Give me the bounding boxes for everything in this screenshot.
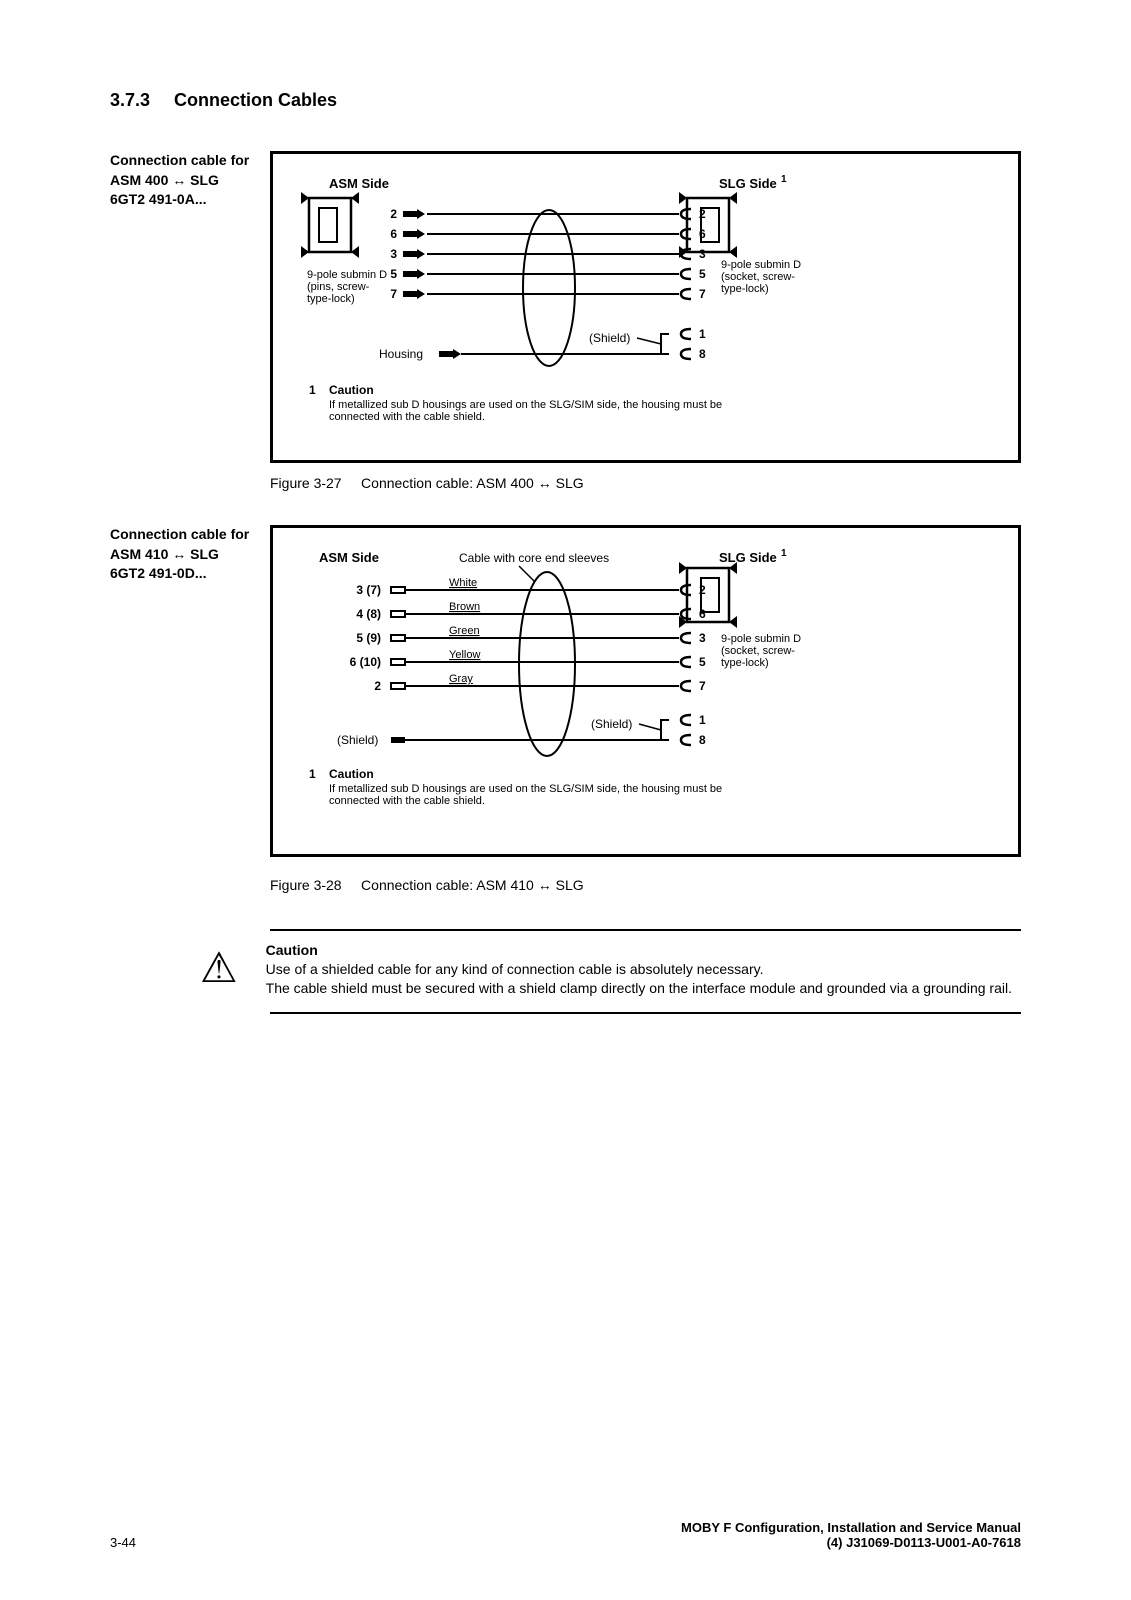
section-title: Connection Cables <box>174 90 337 111</box>
section-number: 3.7.3 <box>110 90 150 111</box>
svg-text:Yellow: Yellow <box>449 649 480 661</box>
figure-3-27-box: ASM SideSLG Side19-pole submin D(pins, s… <box>270 151 1021 463</box>
page: 3.7.3 Connection Cables Connection cable… <box>0 0 1131 1600</box>
svg-text:type-lock): type-lock) <box>721 657 769 669</box>
caution-line: The cable shield must be secured with a … <box>266 979 1012 998</box>
svg-text:ASM Side: ASM Side <box>329 176 389 191</box>
svg-text:6: 6 <box>699 227 706 241</box>
caution-line: Use of a shielded cable for any kind of … <box>266 960 1012 979</box>
side-label-line: Connection cable for <box>110 525 270 545</box>
figure-caption-text: Connection cable: ASM 410 ↔ SLG <box>361 877 584 893</box>
side-label-line: ASM 400 ↔ SLG <box>110 171 270 191</box>
svg-text:SLG Side: SLG Side <box>719 176 777 191</box>
svg-text:1: 1 <box>309 767 316 781</box>
svg-text:type-lock): type-lock) <box>307 293 355 305</box>
diagram-asm410-slg: ASM Side Cable with core end sleeves SLG S… <box>289 542 849 842</box>
side-label-line: Connection cable for <box>110 151 270 171</box>
diagram-asm400-slg: ASM SideSLG Side19-pole submin D(pins, s… <box>289 168 849 448</box>
svg-text:1: 1 <box>699 713 706 727</box>
svg-text:6: 6 <box>699 607 706 621</box>
svg-text:Caution: Caution <box>329 383 374 397</box>
svg-text:8: 8 <box>699 733 706 747</box>
svg-text:5: 5 <box>699 267 706 281</box>
side-label-line: ASM 410 ↔ SLG <box>110 545 270 565</box>
svg-text:7: 7 <box>699 679 706 693</box>
section-heading: 3.7.3 Connection Cables <box>110 90 1021 111</box>
svg-text:type-lock): type-lock) <box>721 283 769 295</box>
svg-text:3: 3 <box>699 631 706 645</box>
svg-text:(socket, screw-: (socket, screw- <box>721 271 795 283</box>
block-2: Connection cable for ASM 410 ↔ SLG 6GT2 … <box>110 525 1021 893</box>
svg-text:5: 5 <box>699 655 706 669</box>
svg-text:(socket, screw-: (socket, screw- <box>721 645 795 657</box>
svg-text:Cable with core end sleeves: Cable with core end sleeves <box>459 551 609 565</box>
svg-text:SLG Side: SLG Side <box>719 550 777 565</box>
figure-3-27-caption: Figure 3-27 Connection cable: ASM 400 ↔ … <box>270 475 1021 491</box>
svg-text:3: 3 <box>390 247 397 261</box>
svg-text:Gray: Gray <box>449 673 473 685</box>
svg-text:9-pole submin D: 9-pole submin D <box>307 269 387 281</box>
svg-text:2: 2 <box>699 207 706 221</box>
svg-text:2: 2 <box>390 207 397 221</box>
manual-title: MOBY F Configuration, Installation and S… <box>681 1520 1021 1535</box>
svg-text:(Shield): (Shield) <box>591 717 632 731</box>
side-label-line: 6GT2 491-0A... <box>110 190 270 210</box>
svg-text:9-pole submin D: 9-pole submin D <box>721 633 801 645</box>
svg-text:White: White <box>449 577 477 589</box>
svg-text:9-pole submin D: 9-pole submin D <box>721 259 801 271</box>
svg-text:7: 7 <box>390 287 397 301</box>
svg-text:ASM Side: ASM Side <box>319 550 379 565</box>
svg-text:1: 1 <box>699 327 706 341</box>
side-label-line: 6GT2 491-0D... <box>110 564 270 584</box>
warning-triangle-icon: ⚠ <box>200 947 238 998</box>
svg-text:(Shield): (Shield) <box>589 331 630 345</box>
block-1-side-label: Connection cable for ASM 400 ↔ SLG 6GT2 … <box>110 151 270 210</box>
block-2-side-label: Connection cable for ASM 410 ↔ SLG 6GT2 … <box>110 525 270 584</box>
svg-text:Caution: Caution <box>329 767 374 781</box>
caution-rule-top <box>270 929 1021 931</box>
svg-text:6: 6 <box>390 227 397 241</box>
figure-3-28-caption: Figure 3-28 Connection cable: ASM 410 ↔ … <box>270 877 1021 893</box>
svg-text:5: 5 <box>390 267 397 281</box>
svg-text:Housing: Housing <box>379 347 423 361</box>
svg-text:1: 1 <box>781 548 787 559</box>
caution-heading: Caution <box>266 941 1012 960</box>
svg-text:1: 1 <box>781 174 787 185</box>
figure-3-28-box: ASM Side Cable with core end sleeves SLG S… <box>270 525 1021 857</box>
caution-rule-bottom <box>270 1012 1021 1014</box>
block-1: Connection cable for ASM 400 ↔ SLG 6GT2 … <box>110 151 1021 491</box>
svg-text:If metallized sub D housings a: If metallized sub D housings are used on… <box>329 399 722 411</box>
svg-text:connected with the cable shiel: connected with the cable shield. <box>329 411 485 423</box>
svg-text:Green: Green <box>449 625 480 637</box>
page-footer: 3-44 MOBY F Configuration, Installation … <box>110 1520 1021 1550</box>
svg-text:6 (10): 6 (10) <box>350 655 381 669</box>
svg-text:(pins, screw-: (pins, screw- <box>307 281 370 293</box>
figure-number: Figure 3-27 <box>270 475 342 491</box>
figure-caption-text: Connection cable: ASM 400 ↔ SLG <box>361 475 584 491</box>
page-number: 3-44 <box>110 1535 136 1550</box>
svg-text:3 (7): 3 (7) <box>356 583 381 597</box>
svg-text:Brown: Brown <box>449 601 480 613</box>
figure-number: Figure 3-28 <box>270 877 342 893</box>
svg-text:(Shield): (Shield) <box>337 733 378 747</box>
svg-text:2: 2 <box>374 679 381 693</box>
svg-text:7: 7 <box>699 287 706 301</box>
manual-code: (4) J31069-D0113-U001-A0-7618 <box>681 1535 1021 1550</box>
svg-text:5 (9): 5 (9) <box>356 631 381 645</box>
svg-text:If metallized sub D housings a: If metallized sub D housings are used on… <box>329 783 722 795</box>
caution-block: ⚠ Caution Use of a shielded cable for an… <box>110 929 1021 1014</box>
svg-text:8: 8 <box>699 347 706 361</box>
svg-text:3: 3 <box>699 247 706 261</box>
svg-text:4 (8): 4 (8) <box>356 607 381 621</box>
svg-text:2: 2 <box>699 583 706 597</box>
svg-text:connected with the cable shiel: connected with the cable shield. <box>329 795 485 807</box>
svg-text:1: 1 <box>309 383 316 397</box>
caution-text-block: Caution Use of a shielded cable for any … <box>266 941 1012 998</box>
